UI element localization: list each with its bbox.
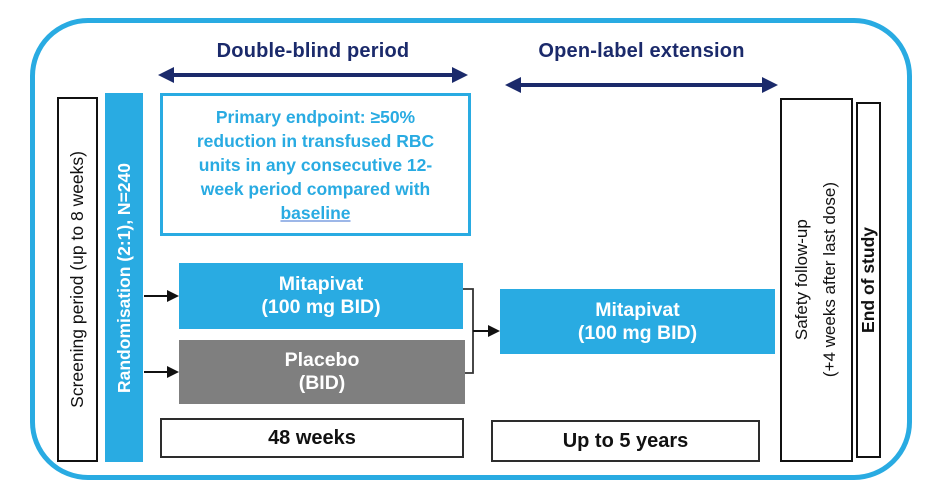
- arm-dose: (BID): [298, 372, 346, 394]
- end-of-study-label: End of study: [858, 227, 878, 333]
- screening-period-label: Screening period (up to 8 weeks): [67, 151, 87, 408]
- double-blind-period-title: Double-blind period: [216, 40, 410, 62]
- randomisation-label: Randomisation (2:1), N=240: [113, 162, 134, 393]
- primary-endpoint-line: Primary endpoint: ≥50%: [215, 106, 416, 127]
- end-of-study-box: End of study: [856, 102, 881, 458]
- primary-endpoint-line: reduction in transfused RBC: [196, 130, 435, 151]
- screening-period-box: Screening period (up to 8 weeks): [57, 97, 98, 462]
- double-blind-arrow-icon: [158, 67, 468, 83]
- primary-endpoint-line: units in any consecutive 12-: [198, 154, 433, 175]
- primary-endpoint-line: baseline: [280, 201, 350, 225]
- open-label-duration-box: Up to 5 years: [491, 420, 760, 462]
- safety-followup-line1: Safety follow-up: [792, 219, 812, 341]
- randomisation-bar: Randomisation (2:1), N=240: [105, 93, 143, 462]
- primary-endpoint-line: week period compared with: [200, 178, 431, 199]
- double-blind-duration-box: 48 weeks: [160, 418, 464, 458]
- arm-name: Mitapivat: [595, 298, 680, 321]
- primary-endpoint-box: Primary endpoint: ≥50% reduction in tran…: [160, 93, 471, 236]
- randomisation-arrow-bottom-icon: [144, 366, 179, 378]
- open-label-arrow-icon: [505, 77, 778, 93]
- study-outline-border: [30, 18, 912, 480]
- mitapivat-open-label-box: Mitapivat (100 mg BID): [500, 289, 775, 354]
- arm-name: Mitapivat: [278, 273, 364, 295]
- open-label-extension-title: Open-label extension: [538, 40, 745, 62]
- randomisation-arrow-top-icon: [144, 290, 179, 302]
- merge-bracket-arrow-icon: [463, 288, 500, 374]
- arm-name: Placebo: [284, 349, 360, 371]
- arm-dose: (100 mg BID): [261, 296, 381, 318]
- mitapivat-double-blind-box: Mitapivat (100 mg BID): [179, 263, 463, 329]
- double-blind-duration-label: 48 weeks: [268, 426, 356, 449]
- safety-followup-line2: (+4 weeks after last dose): [820, 182, 840, 378]
- safety-followup-label: Safety follow-up (+4 weeks after last do…: [788, 182, 844, 377]
- safety-followup-box: Safety follow-up (+4 weeks after last do…: [780, 98, 853, 462]
- open-label-duration-label: Up to 5 years: [562, 429, 689, 452]
- arm-dose: (100 mg BID): [577, 321, 698, 344]
- placebo-box: Placebo (BID): [179, 340, 465, 404]
- primary-endpoint-baseline-underlined: baseline: [280, 202, 351, 223]
